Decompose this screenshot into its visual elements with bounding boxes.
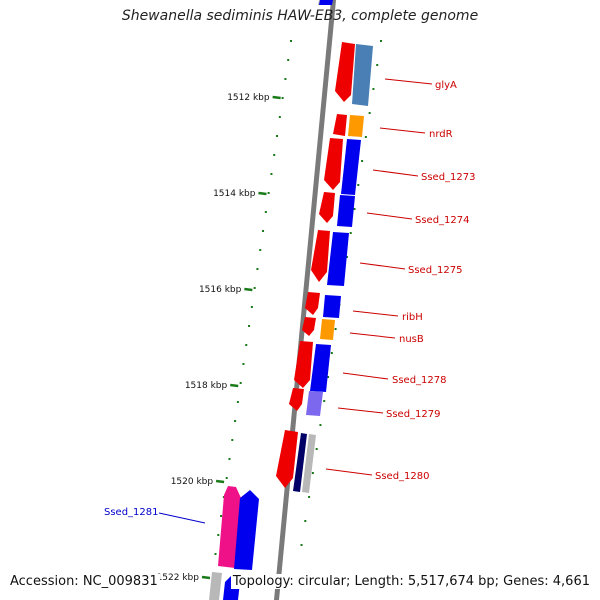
inner-dot: [236, 401, 239, 403]
inner-dot: [250, 306, 253, 308]
gene-label-nusB[interactable]: nusB: [399, 334, 424, 345]
axis-ticks: 1512 kbp 1514 kbp 1516 kbp 1518 kbp 1520 kbp…: [157, 93, 281, 583]
gene-Ssed_1279[interactable]: [289, 388, 323, 416]
outer-dot: [353, 208, 356, 210]
gene-Ssed_1280[interactable]: [276, 430, 316, 493]
outer-dot: [368, 112, 371, 114]
outer-dot: [334, 328, 337, 330]
outer-dot: [345, 256, 348, 258]
gene-ribH[interactable]: [305, 292, 341, 318]
gene-Ssed_1273[interactable]: [324, 138, 361, 195]
outer-dot: [311, 472, 314, 474]
gene-label-Ssed_1281[interactable]: Ssed_1281: [104, 507, 159, 518]
inner-dot: [253, 287, 256, 289]
gene-label-Ssed_1275[interactable]: Ssed_1275: [408, 265, 463, 276]
inner-dot: [264, 211, 267, 213]
tick-label: 1512 kbp: [227, 93, 270, 103]
accession-text: Accession: NC_009831: [8, 574, 160, 589]
outer-dot: [364, 136, 367, 138]
gene-nusB[interactable]: [302, 317, 335, 340]
inner-dot: [248, 325, 251, 327]
gene-label-Ssed_1274[interactable]: Ssed_1274: [415, 215, 470, 226]
inner-dot: [234, 420, 237, 422]
outer-dot: [319, 424, 322, 426]
outer-dot: [361, 160, 364, 162]
inner-dot: [284, 78, 287, 80]
tick-label: 1522 kbp: [157, 573, 200, 583]
inner-dot: [217, 534, 220, 536]
gene-label-Ssed_1279[interactable]: Ssed_1279: [386, 409, 441, 420]
outer-dot: [300, 544, 303, 546]
outer-dot: [380, 40, 382, 42]
inner-dot: [270, 173, 273, 175]
gene-features: [209, 0, 373, 600]
tick-label: 1518 kbp: [185, 381, 228, 391]
gene-Ssed_1278[interactable]: [294, 341, 331, 392]
inner-dot: [220, 515, 223, 517]
gene-label-glyA[interactable]: glyA: [435, 80, 457, 91]
outer-dot: [330, 352, 333, 354]
inner-dot: [281, 97, 284, 99]
inner-dot: [228, 458, 231, 460]
inner-dot: [242, 363, 245, 365]
tick-mark: [201, 575, 211, 580]
gene-Ssed_1281[interactable]: [218, 486, 259, 570]
inner-dot: [278, 116, 281, 118]
inner-dot: [214, 553, 217, 555]
outer-dot: [357, 184, 360, 186]
outer-dot: [372, 88, 375, 90]
outer-dot: [323, 400, 326, 402]
gene-glyA[interactable]: [335, 42, 373, 106]
tick-label: 1520 kbp: [171, 477, 214, 487]
tick-label: 1516 kbp: [199, 285, 242, 295]
outer-dot: [308, 496, 311, 498]
gene-Ssed_1275[interactable]: [311, 230, 349, 286]
tick-mark: [230, 383, 239, 388]
inner-dot: [231, 439, 234, 441]
gene-label-Ssed_1280[interactable]: Ssed_1280: [375, 471, 430, 482]
gene-partial-top: [318, 0, 333, 5]
tick-mark: [215, 479, 225, 484]
gene-Ssed_1274[interactable]: [319, 192, 355, 227]
tick-mark: [258, 191, 267, 196]
outer-dot: [349, 232, 352, 234]
inner-dot: [267, 192, 270, 194]
outer-dot: [304, 520, 307, 522]
outer-dot: [376, 64, 379, 66]
genome-summary: Topology: circular; Length: 5,517,674 bp…: [230, 574, 592, 589]
genome-title: Shewanella sediminis HAW-EB3, complete g…: [121, 8, 479, 24]
inner-dot: [276, 135, 279, 137]
inner-dot: [287, 59, 290, 61]
inner-dot: [290, 40, 292, 42]
gene-nrdR[interactable]: [333, 114, 364, 137]
tick-mark: [272, 95, 281, 100]
gene-label-ribH[interactable]: ribH: [402, 312, 423, 323]
gene-label-nrdR[interactable]: nrdR: [429, 129, 453, 140]
inner-dot: [239, 382, 242, 384]
outer-dot: [315, 448, 318, 450]
inner-dot: [259, 249, 262, 251]
gene-labels: glyA nrdR Ssed_1273 Ssed_1274 Ssed_1275 …: [104, 78, 476, 524]
tick-mark: [244, 287, 253, 292]
inner-dot: [225, 477, 228, 479]
inner-dot: [273, 154, 276, 156]
inner-dot: [262, 230, 265, 232]
gene-label-Ssed_1278[interactable]: Ssed_1278: [392, 375, 447, 386]
outer-dot: [327, 376, 330, 378]
inner-dot: [256, 268, 259, 270]
gene-label-Ssed_1273[interactable]: Ssed_1273: [421, 172, 476, 183]
tick-label: 1514 kbp: [213, 189, 256, 199]
inner-dot: [245, 344, 248, 346]
